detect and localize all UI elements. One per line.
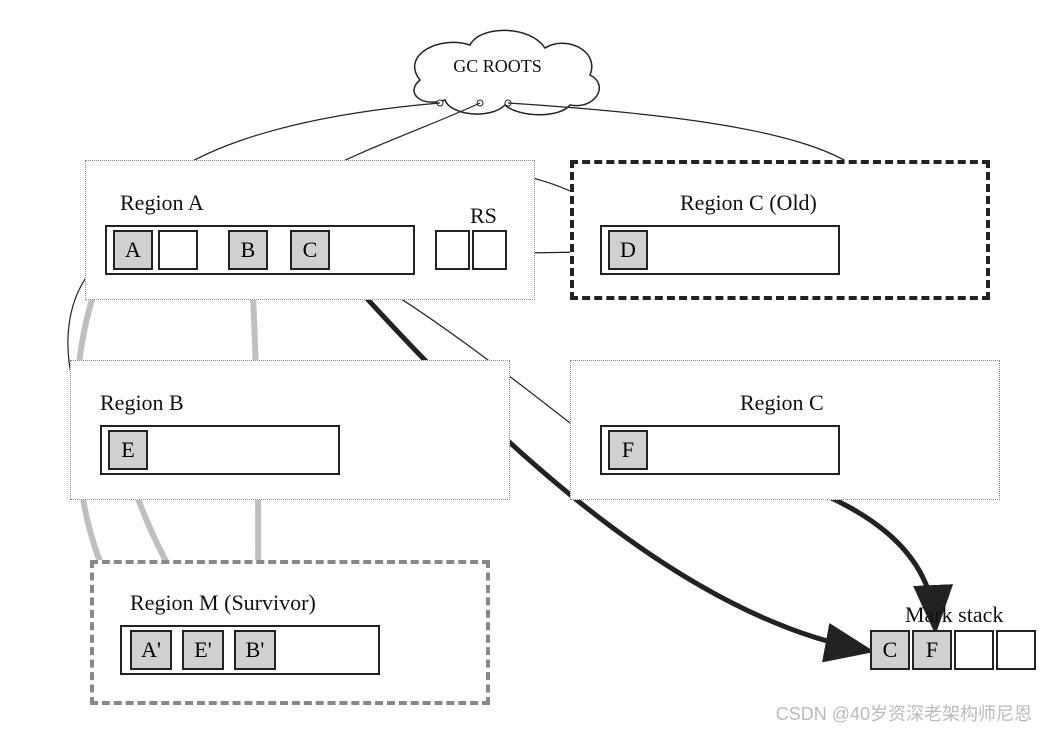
node-B': B' — [234, 630, 276, 670]
rs-slot-1 — [472, 230, 507, 270]
node-E: E — [108, 430, 148, 470]
node-C: C — [290, 230, 330, 270]
region-label-C: Region C — [740, 390, 824, 416]
mark-stack-slot-F: F — [912, 630, 952, 670]
watermark: CSDN @40岁资深老架构师尼恩 — [776, 700, 1032, 726]
region-label-Cold: Region C (Old) — [680, 190, 817, 216]
node-E': E' — [182, 630, 224, 670]
node-F: F — [608, 430, 648, 470]
rs-label: RS — [470, 203, 497, 229]
mark-stack-slot-empty — [954, 630, 994, 670]
mark-stack-slot-C: C — [870, 630, 910, 670]
node-A': A' — [130, 630, 172, 670]
node-D: D — [608, 230, 648, 270]
region-label-B: Region B — [100, 390, 184, 416]
diagram-canvas: GC ROOTS Region ARSABCRegion C (Old)DReg… — [0, 0, 1062, 736]
node-B: B — [228, 230, 268, 270]
region-label-A: Region A — [120, 190, 204, 216]
mark-stack-slot-empty — [996, 630, 1036, 670]
rs-slot-0 — [435, 230, 470, 270]
node-A: A — [113, 230, 153, 270]
region-label-M: Region M (Survivor) — [130, 590, 316, 616]
gc-roots-label: GC ROOTS — [420, 56, 575, 77]
node-empty — [158, 230, 198, 270]
mark-stack-label: Mark stack — [905, 602, 1003, 628]
